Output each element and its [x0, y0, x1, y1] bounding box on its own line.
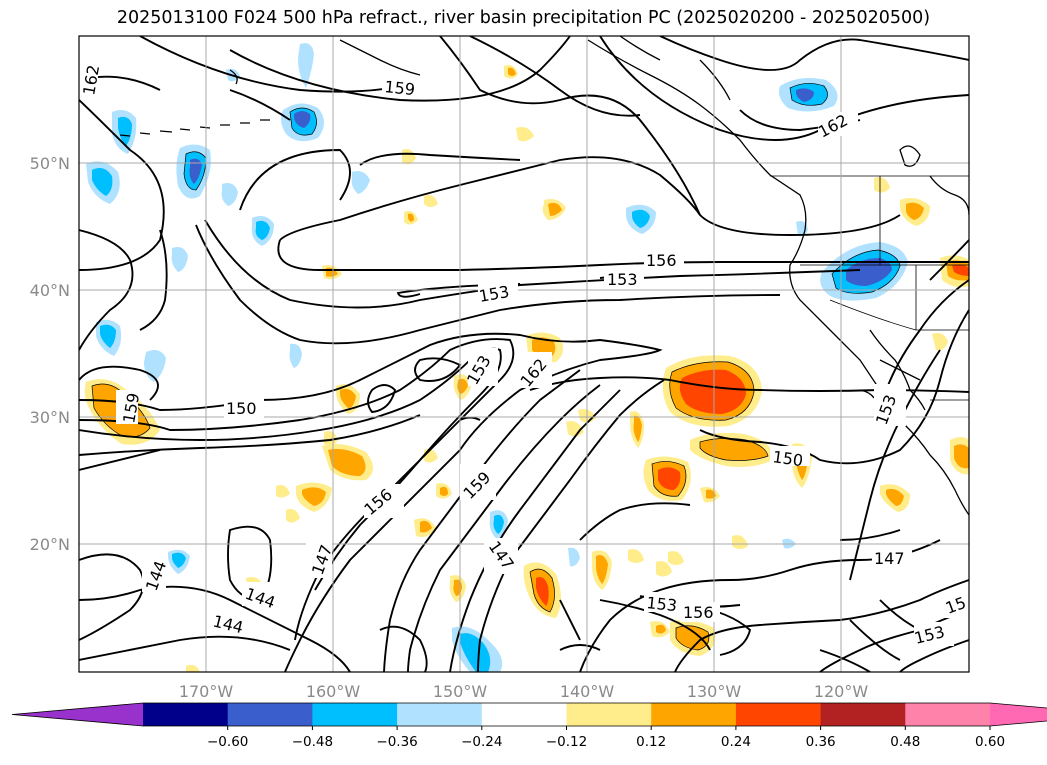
- coastlines: [119, 36, 969, 516]
- colorbar-swatch: [481, 703, 567, 726]
- colorbar-extend-max: [990, 703, 1047, 726]
- map-title: 2025013100 F024 500 hPa refract., river …: [116, 8, 931, 28]
- precip-negative-shading: [86, 43, 908, 672]
- colorbar-swatch: [651, 703, 737, 726]
- colorbar-label: 0.48: [890, 734, 920, 750]
- lon-label: 140°W: [560, 682, 615, 701]
- colorbar-swatch: [227, 703, 313, 726]
- colorbar-label: −0.24: [461, 734, 502, 750]
- contour-labels: 162 159 162 156 153 153 150 159 153 162 …: [79, 60, 969, 648]
- lat-label: 30°N: [30, 408, 70, 427]
- colorbar-swatch: [397, 703, 483, 726]
- contour-label: 156: [646, 251, 677, 270]
- contour-label: 150: [771, 447, 804, 470]
- colorbar-swatch: [312, 703, 398, 726]
- lon-label: 130°W: [687, 682, 742, 701]
- colorbar-swatch: [566, 703, 652, 726]
- colorbar-label: 0.24: [721, 734, 751, 750]
- latitude-labels: 50°N 40°N 30°N 20°N: [30, 154, 70, 554]
- contour-label: 153: [607, 270, 638, 289]
- lon-label: 160°W: [306, 682, 361, 701]
- colorbar-label: −0.60: [207, 734, 248, 750]
- colorbar-label: 0.12: [636, 734, 666, 750]
- map-frame: [78, 35, 970, 673]
- lat-label: 40°N: [30, 281, 70, 300]
- colorbar-swatch: [735, 703, 822, 726]
- borders: [770, 175, 969, 401]
- lon-label: 120°W: [814, 682, 869, 701]
- colorbar-label: −0.36: [376, 734, 417, 750]
- colorbar-label: −0.12: [546, 734, 587, 750]
- contour-label: 150: [226, 399, 257, 418]
- colorbar-swatch: [143, 703, 229, 726]
- contour-label: 156: [683, 603, 714, 622]
- lon-label: 150°W: [433, 682, 488, 701]
- colorbar-outline: [11, 702, 1047, 727]
- colorbar-swatch: [820, 703, 906, 726]
- contour-label: 153: [646, 593, 678, 615]
- colorbar-extend-min: [12, 703, 143, 726]
- colorbar-label: −0.48: [292, 734, 333, 750]
- colorbar-label: 0.60: [975, 734, 1005, 750]
- lon-label: 170°W: [179, 682, 234, 701]
- lat-label: 50°N: [30, 154, 70, 173]
- contour-label: 147: [874, 549, 905, 568]
- colorbar-swatch: [905, 703, 991, 726]
- graticule: [79, 36, 969, 672]
- colorbar-labels: −0.60 −0.48 −0.36 −0.24 −0.12 0.12 0.24 0.36 0.4…: [207, 726, 1005, 750]
- lat-label: 20°N: [30, 535, 70, 554]
- colorbar: [11, 702, 1047, 727]
- contour-label: 159: [384, 77, 416, 99]
- longitude-labels: 170°W 160°W 150°W 140°W 130°W 120°W: [179, 682, 869, 701]
- colorbar-label: 0.36: [806, 734, 836, 750]
